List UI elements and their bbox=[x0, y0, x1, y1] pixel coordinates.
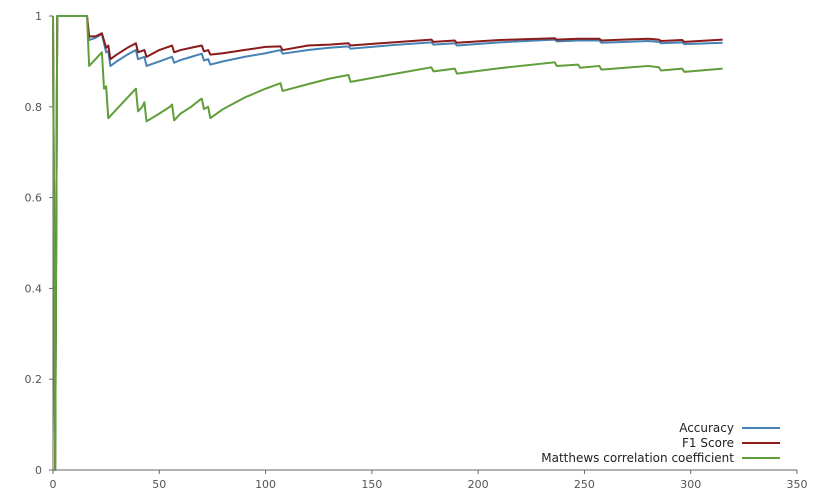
series-line-matthews-correlation-coefficient bbox=[52, 15, 723, 471]
x-tick-label: 350 bbox=[787, 478, 808, 491]
x-tick-label: 0 bbox=[50, 478, 57, 491]
legend-label: F1 Score bbox=[682, 436, 734, 450]
x-tick-label: 300 bbox=[680, 478, 701, 491]
y-tick-label: 0.2 bbox=[25, 373, 43, 386]
y-tick-label: 0.4 bbox=[25, 282, 43, 295]
legend-label: Matthews correlation coefficient bbox=[541, 451, 734, 465]
series-line-accuracy bbox=[52, 15, 723, 471]
y-tick-label: 1 bbox=[35, 10, 42, 23]
x-tick-label: 200 bbox=[468, 478, 489, 491]
x-tick-label: 100 bbox=[255, 478, 276, 491]
x-tick-label: 150 bbox=[361, 478, 382, 491]
legend-label: Accuracy bbox=[679, 421, 734, 435]
y-tick-label: 0 bbox=[35, 464, 42, 477]
y-tick-label: 0.8 bbox=[25, 101, 43, 114]
series-line-f1-score bbox=[52, 15, 723, 471]
x-tick-label: 250 bbox=[574, 478, 595, 491]
chart-axes: 0 50 100 150 200 250 300 350 0 0.2 0.4 0.6 0.8 1 bbox=[25, 10, 808, 491]
y-tick-label: 0.6 bbox=[25, 192, 43, 205]
x-tick-label: 50 bbox=[152, 478, 166, 491]
series-layer bbox=[52, 15, 723, 471]
